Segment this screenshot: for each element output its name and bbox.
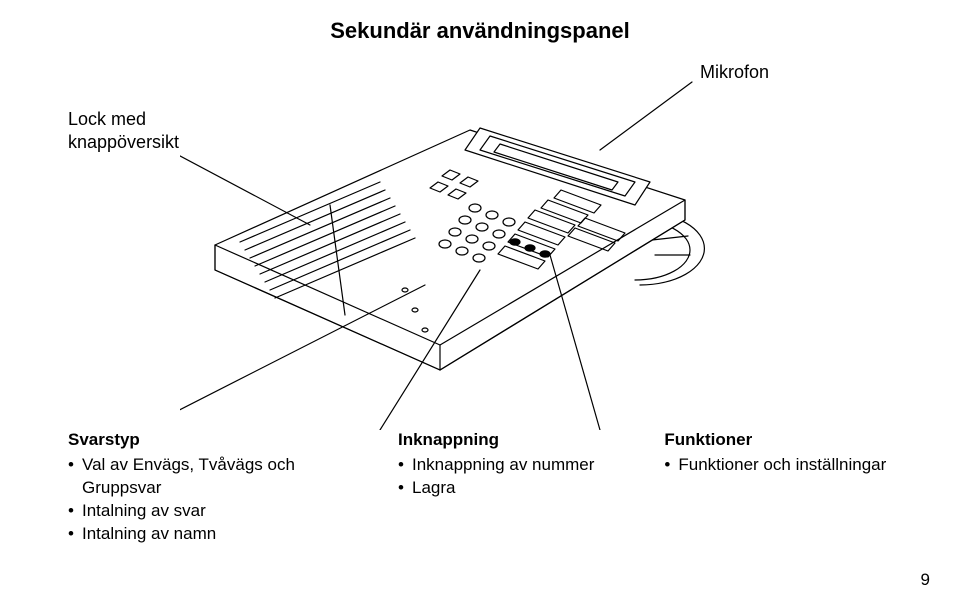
page-number: 9: [921, 570, 930, 590]
device-illustration: [180, 70, 740, 430]
col-heading: Svarstyp: [68, 430, 328, 450]
list-item: Intalning av svar: [68, 500, 328, 523]
page-title: Sekundär användningspanel: [0, 18, 960, 44]
col-svarstyp: Svarstyp Val av Envägs, Tvåvägs och Grup…: [68, 430, 328, 546]
col-inknappning: Inknappning Inknappning av nummer Lagra: [398, 430, 594, 546]
col-funktioner: Funktioner Funktioner och inställningar: [664, 430, 886, 546]
list-item: Lagra: [398, 477, 594, 500]
columns: Svarstyp Val av Envägs, Tvåvägs och Grup…: [68, 430, 886, 546]
list-item: Funktioner och inställningar: [664, 454, 886, 477]
col-list: Funktioner och inställningar: [664, 454, 886, 477]
list-item: Val av Envägs, Tvåvägs och Gruppsvar: [68, 454, 328, 500]
label-lock-line2: knappöversikt: [68, 132, 179, 152]
col-list: Inknappning av nummer Lagra: [398, 454, 594, 500]
col-heading: Funktioner: [664, 430, 886, 450]
col-list: Val av Envägs, Tvåvägs och Gruppsvar Int…: [68, 454, 328, 546]
col-heading: Inknappning: [398, 430, 594, 450]
label-lock: Lock med knappöversikt: [68, 108, 179, 153]
list-item: Inknappning av nummer: [398, 454, 594, 477]
list-item: Intalning av namn: [68, 523, 328, 546]
label-lock-line1: Lock med: [68, 109, 146, 129]
